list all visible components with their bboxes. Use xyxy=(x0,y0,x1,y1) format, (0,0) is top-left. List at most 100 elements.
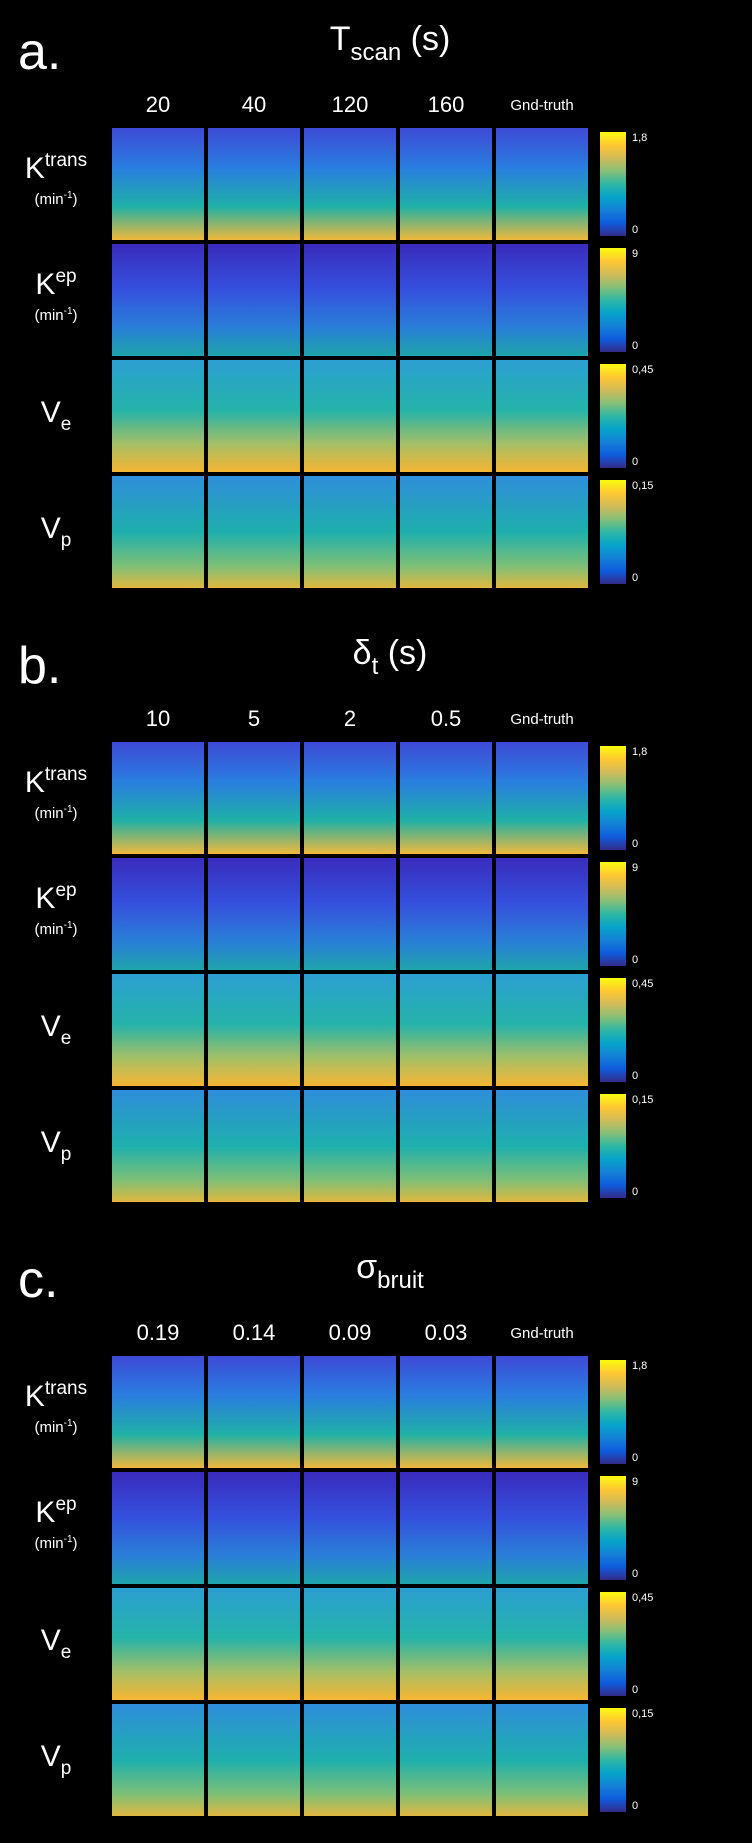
map-tile xyxy=(304,858,396,970)
colorbar-min: 0 xyxy=(632,1568,639,1580)
map-tile xyxy=(112,858,204,970)
map-tile xyxy=(112,476,204,588)
unit-superscript: -1 xyxy=(63,804,73,815)
row-subscript: p xyxy=(60,530,72,551)
row-subscript: p xyxy=(60,1758,72,1779)
map-tile xyxy=(400,974,492,1086)
column-label: 10 xyxy=(145,706,171,731)
row-symbol: V xyxy=(40,1010,61,1043)
row-unit: (min-1) xyxy=(6,804,106,822)
row-superscript: trans xyxy=(44,764,88,785)
colorbar xyxy=(600,978,626,1082)
row-unit: (min-1) xyxy=(6,190,106,208)
row-symbol: K xyxy=(35,882,56,915)
map-tile xyxy=(208,1090,300,1202)
map-tile xyxy=(400,858,492,970)
row-label: Kep (min-1) xyxy=(6,1494,106,1552)
map-tile xyxy=(112,1704,204,1816)
map-tile xyxy=(304,1090,396,1202)
column-label: 160 xyxy=(427,92,465,117)
colorbar-min: 0 xyxy=(632,572,639,584)
map-tile xyxy=(496,1588,588,1700)
column-label: Gnd-truth xyxy=(510,97,574,114)
map-tile xyxy=(208,974,300,1086)
row-label: Vp xyxy=(6,1126,106,1166)
column-label: 5 xyxy=(247,706,261,731)
panel-letter: b. xyxy=(18,637,62,695)
column-label: 2 xyxy=(343,706,357,731)
map-tile xyxy=(112,742,204,854)
unit-superscript: -1 xyxy=(63,190,73,201)
colorbar-max: 1,8 xyxy=(632,746,648,758)
map-tile xyxy=(496,1704,588,1816)
row-superscript: trans xyxy=(44,1378,88,1399)
map-tile xyxy=(112,974,204,1086)
map-tile xyxy=(400,128,492,240)
map-tile xyxy=(208,1356,300,1468)
row-label: Vp xyxy=(6,512,106,552)
title-unit: (s) xyxy=(410,20,451,58)
unit-close: ) xyxy=(72,191,78,208)
title-symbol: δ xyxy=(352,634,372,672)
map-tile xyxy=(400,476,492,588)
colorbar-min: 0 xyxy=(632,954,639,966)
unit-text: (min xyxy=(34,805,64,822)
colorbar xyxy=(600,746,626,850)
row-symbol: K xyxy=(24,766,45,799)
row-label: Vp xyxy=(6,1740,106,1780)
colorbar-min: 0 xyxy=(632,1452,639,1464)
map-tile xyxy=(208,1704,300,1816)
map-tile xyxy=(496,1356,588,1468)
row-superscript: trans xyxy=(44,150,88,171)
map-tile xyxy=(112,1090,204,1202)
row-symbol: K xyxy=(35,1496,56,1529)
row-subscript: e xyxy=(60,414,72,435)
column-label: 0.09 xyxy=(328,1320,372,1345)
unit-superscript: -1 xyxy=(63,1418,73,1429)
colorbar-max: 9 xyxy=(632,1476,639,1488)
colorbar xyxy=(600,480,626,584)
map-tile xyxy=(496,1472,588,1584)
row-label: Ktrans (min-1) xyxy=(6,150,106,208)
column-label: Gnd-truth xyxy=(510,1325,574,1342)
colorbar-min: 0 xyxy=(632,224,639,236)
map-tile xyxy=(208,858,300,970)
colorbar xyxy=(600,1094,626,1198)
panel-letter: a. xyxy=(18,23,62,81)
unit-text: (min xyxy=(34,191,64,208)
row-label: Kep (min-1) xyxy=(6,266,106,324)
row-label: Ve xyxy=(6,1624,106,1664)
unit-superscript: -1 xyxy=(63,306,73,317)
map-tile xyxy=(400,1472,492,1584)
row-symbol: V xyxy=(40,396,61,429)
map-tile xyxy=(304,742,396,854)
map-tile xyxy=(304,1588,396,1700)
map-tile xyxy=(208,244,300,356)
unit-text: (min xyxy=(34,1535,64,1552)
map-tile xyxy=(208,742,300,854)
colorbar-max: 0,45 xyxy=(632,364,654,376)
colorbar xyxy=(600,364,626,468)
row-unit: (min-1) xyxy=(6,920,106,938)
colorbar xyxy=(600,1592,626,1696)
column-label: 0.19 xyxy=(136,1320,180,1345)
map-tile xyxy=(400,244,492,356)
colorbar-max: 9 xyxy=(632,248,639,260)
colorbar xyxy=(600,248,626,352)
colorbar-max: 0,45 xyxy=(632,1592,654,1604)
colorbar xyxy=(600,1708,626,1812)
column-label: Gnd-truth xyxy=(510,711,574,728)
colorbar-max: 0,45 xyxy=(632,978,654,990)
unit-close: ) xyxy=(72,1535,78,1552)
colorbar-min: 0 xyxy=(632,1684,639,1696)
unit-close: ) xyxy=(72,921,78,938)
map-tile xyxy=(400,1356,492,1468)
unit-text: (min xyxy=(34,1419,64,1436)
row-symbol: V xyxy=(40,1126,61,1159)
map-tile xyxy=(112,360,204,472)
colorbar xyxy=(600,132,626,236)
map-tile xyxy=(208,1472,300,1584)
map-tile xyxy=(304,244,396,356)
map-tile xyxy=(496,360,588,472)
panel-title: σbruit xyxy=(240,1248,540,1295)
